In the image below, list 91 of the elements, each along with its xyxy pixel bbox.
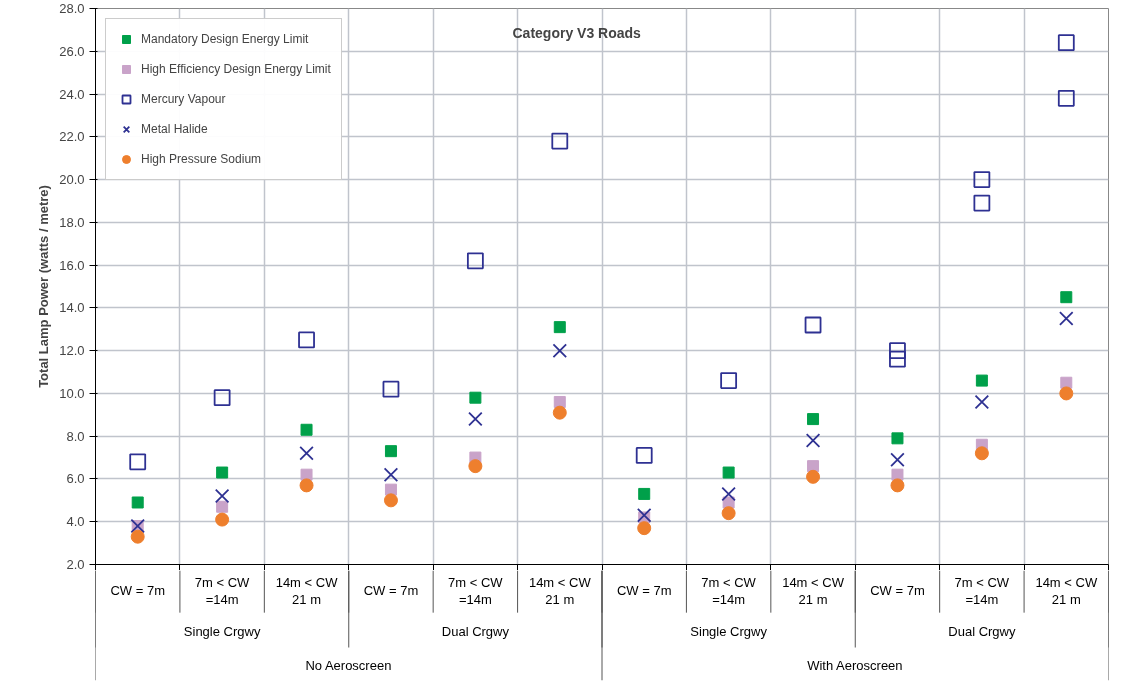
legend-label: Mercury Vapour — [141, 92, 226, 106]
y-tick-label: 12.0 — [59, 343, 85, 359]
point — [973, 171, 991, 188]
text: Single Crgwy — [183, 623, 261, 639]
text: Dual Crgwy — [948, 623, 1016, 639]
x-tick-label: 7m < CW =14m — [701, 574, 757, 607]
point — [975, 374, 988, 387]
point — [216, 500, 229, 513]
point — [890, 452, 905, 467]
y-tick-label: 22.0 — [59, 129, 85, 145]
point — [974, 394, 990, 410]
y-tick-label: 4.0 — [66, 514, 85, 530]
point — [131, 496, 144, 509]
point — [720, 372, 738, 389]
point — [300, 423, 313, 436]
point — [973, 194, 991, 212]
x-tick-label: 14m < CW 21 m — [275, 574, 339, 607]
point — [637, 521, 652, 536]
point — [299, 478, 314, 493]
legend-label: High Pressure Sodium — [141, 152, 262, 166]
point — [215, 512, 230, 527]
point — [721, 486, 736, 502]
point — [213, 389, 231, 407]
legend-label: High Efficiency Design Energy Limit — [141, 62, 331, 76]
point — [805, 433, 821, 448]
point — [300, 468, 313, 481]
point — [804, 316, 822, 334]
point — [638, 487, 651, 500]
x-tick-label: 7m < CW =14m — [194, 574, 251, 607]
point — [468, 411, 483, 427]
point — [806, 469, 821, 484]
y-tick-label: 10.0 — [59, 385, 85, 401]
point — [466, 252, 484, 270]
y-tick-label: 20.0 — [59, 172, 85, 188]
point — [214, 488, 230, 504]
y-tick-label: 18.0 — [59, 214, 85, 230]
point — [384, 445, 397, 458]
point — [552, 343, 568, 358]
point — [635, 447, 653, 464]
point — [551, 132, 569, 150]
point — [1057, 89, 1075, 107]
point — [1060, 291, 1073, 304]
point — [1059, 311, 1074, 326]
point — [889, 342, 906, 360]
x-tick-label: 7m < CW =14m — [448, 574, 504, 607]
point — [382, 380, 400, 398]
point — [1057, 34, 1075, 52]
x-tick-label: 14m < CW 21 m — [782, 574, 845, 607]
x-tick-label: 7m < CW =14m — [954, 574, 1010, 607]
y-tick-label: 6.0 — [66, 471, 85, 487]
point — [974, 446, 989, 461]
y-tick-label: 28.0 — [59, 1, 85, 16]
point — [468, 459, 483, 474]
legend-label: Metal Halide — [141, 122, 208, 136]
text: Dual Crgwy — [441, 623, 510, 639]
point — [383, 493, 398, 508]
y-tick-label: 24.0 — [59, 86, 85, 102]
point — [298, 331, 315, 349]
text: With Aeroscreen — [807, 658, 903, 674]
legend-label: Mandatory Design Energy Limit — [141, 32, 309, 46]
point — [807, 413, 820, 426]
y-tick-label: 16.0 — [59, 257, 85, 273]
point — [130, 529, 145, 544]
y-tick-label: 2.0 — [66, 557, 85, 572]
point — [891, 468, 904, 481]
x-tick-label: 14m < CW 21 m — [528, 574, 592, 607]
point — [216, 466, 229, 479]
point — [553, 321, 566, 334]
x-tick-label: 14m < CW 21 m — [1035, 574, 1098, 607]
text: No Aeroscreen — [305, 658, 392, 674]
point — [383, 467, 399, 482]
text: Category V3 Roads — [512, 24, 642, 41]
y-tick-label: 14.0 — [59, 300, 85, 316]
x-tick-label: CW = 7m — [616, 583, 672, 599]
y-tick-label: 26.0 — [59, 43, 85, 59]
point — [891, 432, 904, 445]
point — [722, 466, 735, 479]
point — [890, 478, 905, 493]
point — [1059, 386, 1074, 401]
x-tick-label: CW = 7m — [870, 583, 925, 599]
y-tick-label: 8.0 — [66, 428, 85, 444]
x-tick-label: CW = 7m — [110, 583, 165, 599]
point — [129, 453, 147, 471]
x-tick-label: CW = 7m — [363, 583, 419, 599]
point — [299, 446, 314, 461]
point — [552, 405, 567, 420]
point — [469, 391, 482, 404]
y-axis-title: Total Lamp Power (watts / metre) — [36, 185, 52, 388]
point — [721, 506, 736, 521]
point — [889, 350, 906, 368]
text: Single Crgwy — [690, 623, 768, 639]
